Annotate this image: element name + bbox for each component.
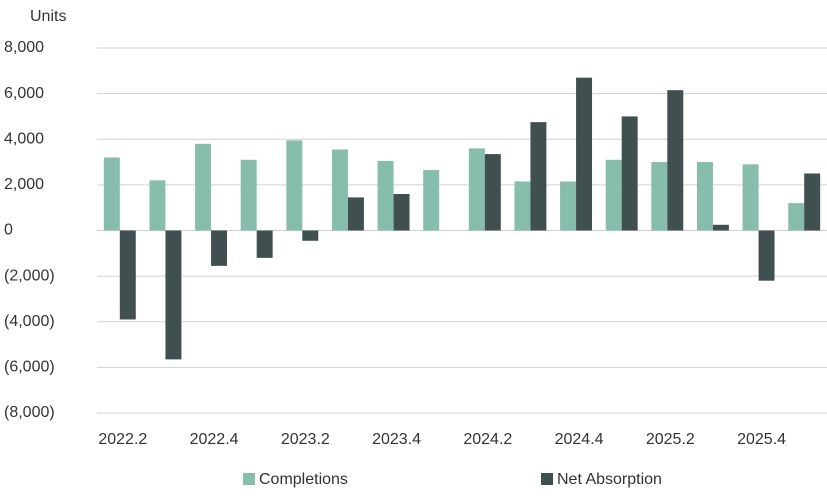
bar	[195, 143, 212, 231]
bar	[621, 116, 638, 231]
y-tick-label: 4,000	[4, 130, 44, 147]
x-tick-label: 2025.4	[737, 431, 786, 448]
bar	[667, 90, 684, 231]
y-tick-label: (6,000)	[4, 359, 55, 376]
y-tick-label: (4,000)	[4, 313, 55, 330]
bar	[468, 148, 485, 231]
x-tick-label: 2022.4	[190, 431, 239, 448]
bar	[758, 230, 775, 281]
y-tick-label: 0	[4, 222, 13, 239]
bar	[103, 157, 120, 231]
bar	[484, 154, 501, 231]
bar	[576, 77, 593, 231]
bar	[530, 122, 547, 231]
bar	[712, 224, 729, 231]
bar	[331, 149, 348, 231]
bar	[393, 194, 410, 231]
bar	[788, 203, 805, 231]
bar	[165, 230, 182, 360]
y-tick-label: (8,000)	[4, 404, 55, 421]
bar	[240, 159, 257, 231]
bar	[651, 162, 668, 231]
bar	[804, 173, 821, 231]
x-tick-label: 2023.4	[372, 431, 421, 448]
bar	[347, 197, 364, 231]
bar	[211, 230, 228, 266]
x-tick-label: 2024.2	[463, 431, 512, 448]
bar	[605, 159, 622, 231]
bar	[286, 140, 303, 231]
x-tick-label: 2022.2	[98, 431, 147, 448]
bar	[149, 180, 166, 231]
x-tick-label: 2023.2	[281, 431, 330, 448]
legend-label: Net Absorption	[557, 471, 662, 488]
y-axis-label: Units	[30, 8, 66, 25]
y-tick-label: 6,000	[4, 85, 44, 102]
legend-swatch	[541, 473, 553, 485]
bar	[696, 162, 713, 231]
legend-label: Completions	[259, 471, 348, 488]
bar	[514, 181, 531, 231]
legend-swatch	[243, 473, 255, 485]
y-tick-label: 8,000	[4, 39, 44, 56]
y-tick-label: (2,000)	[4, 267, 55, 284]
bar	[377, 160, 394, 231]
y-tick-label: 2,000	[4, 176, 44, 193]
bar	[119, 230, 136, 320]
bar	[742, 164, 759, 231]
bar	[560, 181, 577, 231]
x-tick-label: 2024.4	[555, 431, 604, 448]
bar	[302, 230, 319, 241]
bar	[423, 170, 440, 231]
x-tick-label: 2025.2	[646, 431, 695, 448]
bar	[256, 230, 273, 258]
